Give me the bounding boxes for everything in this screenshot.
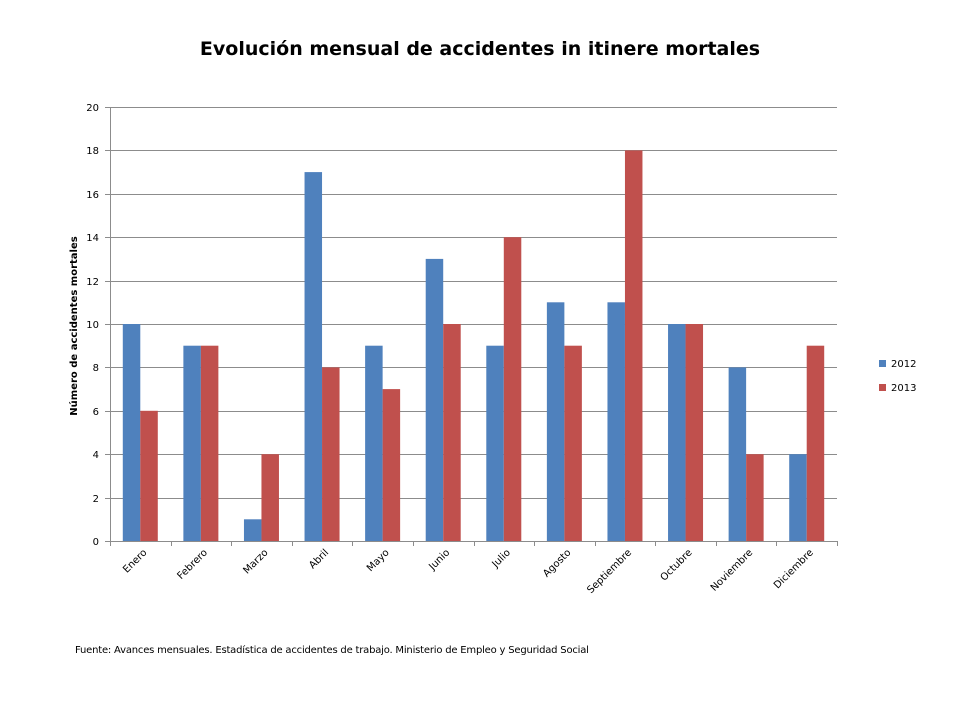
bar-2013-julio [503, 237, 522, 541]
x-tick-label: Agosto [541, 547, 573, 579]
x-tick-label: Octubre [659, 547, 695, 583]
gridlines [110, 107, 837, 499]
bar-2013-noviembre [746, 454, 764, 541]
x-tick-label: Noviembre [709, 547, 755, 593]
bar-2013-agosto [564, 345, 582, 541]
y-tick-label: 8 [93, 363, 99, 374]
bar-2013-septiembre [624, 150, 643, 541]
bar-2012-octubre [668, 324, 686, 541]
legend: 2012 2013 [879, 359, 916, 394]
y-tick-label: 14 [86, 233, 99, 244]
bar-2012-abril [304, 172, 323, 541]
bars [122, 150, 825, 541]
y-axis-title: Número de accidentes mortales [68, 236, 80, 415]
bar-2013-marzo [261, 454, 279, 541]
bar-2012-noviembre [728, 367, 747, 541]
x-tick-label: Abril [307, 547, 331, 571]
bar-2012-julio [486, 345, 504, 541]
x-tick-label: Enero [121, 547, 149, 575]
x-tick-label: Septiembre [585, 547, 634, 596]
bar-2013-febrero [200, 345, 219, 541]
axes [105, 107, 838, 546]
source-note: Fuente: Avances mensuales. Estadística d… [75, 645, 589, 656]
bar-2012-diciembre [789, 454, 807, 541]
chart-title: Evolución mensual de accidentes in itine… [199, 38, 761, 60]
legend-label-2012: 2012 [891, 359, 916, 370]
y-tick-label: 16 [86, 190, 99, 201]
legend-swatch-2012 [879, 360, 886, 367]
y-tick-label: 20 [86, 103, 99, 114]
y-tick-label: 6 [93, 407, 99, 418]
bar-2012-septiembre [607, 302, 625, 541]
y-tick-label: 18 [86, 146, 99, 157]
bar-2012-febrero [183, 345, 201, 541]
x-tick-label: Junio [426, 547, 452, 573]
y-tick-label: 10 [86, 320, 99, 331]
bar-2012-enero [122, 324, 141, 541]
x-tick-label: Mayo [365, 547, 392, 574]
y-tick-label: 0 [93, 537, 99, 548]
bar-2013-enero [140, 410, 158, 541]
bar-2013-octubre [685, 324, 704, 541]
y-tick-label: 12 [86, 277, 99, 288]
x-tick-label: Febrero [176, 547, 210, 581]
x-tick-label: Julio [490, 547, 513, 570]
y-tick-label: 2 [93, 494, 99, 505]
legend-swatch-2013 [879, 384, 886, 391]
y-tick-label: 4 [93, 450, 99, 461]
bar-2013-abril [322, 367, 340, 541]
x-tick-label: Marzo [241, 547, 270, 576]
bar-2012-agosto [546, 302, 565, 541]
bar-2013-junio [443, 324, 461, 541]
bar-2013-diciembre [806, 345, 825, 541]
bar-2013-mayo [382, 389, 401, 541]
bar-2012-marzo [243, 519, 262, 541]
x-tick-label: Diciembre [772, 547, 816, 591]
bar-2012-mayo [365, 345, 383, 541]
legend-label-2013: 2013 [891, 383, 916, 394]
bar-2012-junio [425, 258, 444, 541]
